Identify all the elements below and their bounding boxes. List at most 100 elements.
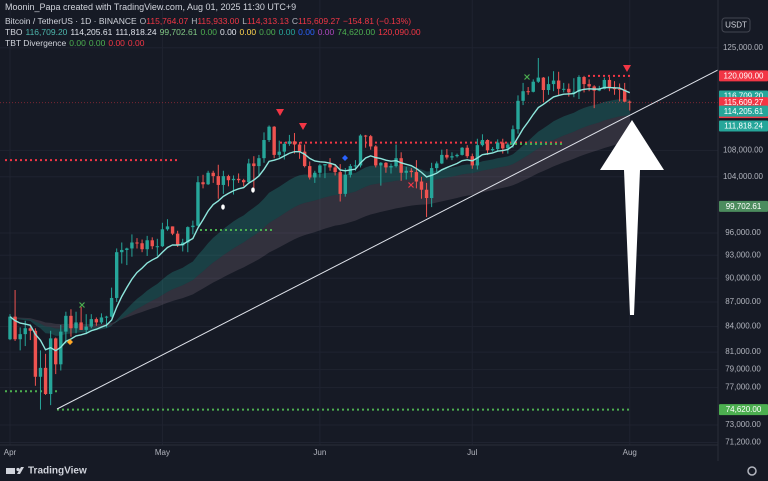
y-tick-label: 71,200.00 <box>725 438 761 447</box>
candle-body <box>572 91 576 93</box>
y-tick-label: 81,000.00 <box>725 347 761 356</box>
candle-body <box>292 141 297 145</box>
logo-tail <box>17 467 24 474</box>
candle-body <box>409 170 414 173</box>
candle-body <box>414 172 419 182</box>
x-tick-label: Aug <box>623 448 637 457</box>
plot-area <box>0 57 718 411</box>
candle-body <box>160 229 165 247</box>
brand: TradingView <box>6 466 87 477</box>
indicator-value: 0.00 <box>88 38 106 48</box>
candle-body <box>150 240 154 247</box>
price-tag-label: 115,609.27 <box>724 98 764 107</box>
candle-body <box>130 242 134 249</box>
candle-body <box>368 136 373 147</box>
candle-body <box>125 248 129 250</box>
indicator-legend: TBT Divergence 0.00 0.00 0.00 0.00 <box>5 38 147 49</box>
candle-body <box>333 167 337 173</box>
cross-signal <box>79 302 85 308</box>
candle-body <box>186 227 190 243</box>
ohlc-key: C <box>291 16 299 26</box>
candle-body <box>328 164 332 168</box>
gear[interactable] <box>747 466 757 476</box>
candle-body <box>424 189 429 199</box>
candle-body <box>556 80 561 89</box>
candle-body <box>241 180 246 183</box>
indicator-value: 116,709.20 <box>25 27 68 37</box>
price-tag <box>719 105 768 117</box>
candle-body <box>191 225 195 228</box>
candle-body <box>267 126 271 141</box>
candle-body <box>389 166 393 168</box>
settings-icon[interactable] <box>747 466 757 476</box>
y-tick-label: 93,000.00 <box>725 250 761 259</box>
candle-body <box>99 317 104 323</box>
candle-body <box>318 165 322 173</box>
price-tag <box>719 200 768 212</box>
candle-body <box>612 88 617 90</box>
candle-body <box>323 164 327 166</box>
ohlc-value: 114,313.13 <box>246 16 289 26</box>
y-tick-label: 104,000.00 <box>723 172 764 181</box>
y-tick-label: 73,000.00 <box>725 420 761 429</box>
candle-body <box>429 168 434 199</box>
candle-body <box>622 89 627 102</box>
arrow <box>600 120 664 315</box>
ohlc-value: 115,609.27 <box>298 16 340 26</box>
indicator-value: 114,205.61 <box>70 27 113 37</box>
candle-body <box>455 154 459 157</box>
candle-body <box>236 178 241 181</box>
ohlc-key: L <box>242 16 247 26</box>
diamond-signal <box>342 155 348 161</box>
candle-body <box>94 319 99 323</box>
cloud-inner <box>10 99 630 336</box>
candle-body <box>404 170 408 173</box>
candle-body <box>8 316 12 340</box>
indicator-value: 0.00 <box>278 27 296 37</box>
grid <box>0 0 718 445</box>
candle-body <box>536 77 541 82</box>
candle-body <box>170 226 175 234</box>
indicator-name: TBO <box>5 27 23 37</box>
ohlc-key: O <box>139 16 147 26</box>
candle-body <box>480 140 485 146</box>
candle-body <box>577 77 581 92</box>
candle-body <box>511 129 515 145</box>
x-tick-label: May <box>155 448 170 457</box>
ohlc-value: 115,933.00 <box>197 16 240 26</box>
symbol: Bitcoin / TetherUS · 1D · BINANCE <box>5 16 137 26</box>
axes: 125,000.00 108,000.00 104,000.00 96,000.00 9… <box>4 43 768 457</box>
candle-body <box>206 172 210 185</box>
candle-body <box>247 163 251 183</box>
indicator-value: 0.00 <box>69 38 86 48</box>
candle-body <box>302 151 307 167</box>
candle-body <box>374 146 378 166</box>
price-tag-label: 114,205.61 <box>724 107 764 116</box>
change: −154.81 (−0.13%) <box>342 16 412 26</box>
currency-box[interactable] <box>721 17 751 33</box>
candle-body <box>221 176 226 185</box>
candle-body <box>308 166 312 178</box>
price-tag-label: 99,702.61 <box>726 202 762 211</box>
indicator-value: 120,090.00 <box>378 27 421 37</box>
candle-body <box>379 162 383 166</box>
y-tick-label: 90,000.00 <box>725 273 761 282</box>
candle-body <box>582 77 586 85</box>
candle-body <box>175 233 180 246</box>
ohlc-key: H <box>191 16 198 26</box>
candle-body <box>43 367 48 395</box>
candle-body <box>490 149 495 151</box>
y-tick-label: 77,000.00 <box>725 383 761 392</box>
candle-body <box>394 158 398 167</box>
indicator-value: 111,818.24 <box>115 27 157 37</box>
candle-body <box>79 322 83 330</box>
candle-body <box>562 88 566 90</box>
indicator-legend: TBO 116,709.20 114,205.61 111,818.24 99,702.… <box>5 27 424 38</box>
candle-body <box>353 165 358 167</box>
candle-body <box>216 176 220 185</box>
candle-body <box>28 328 33 331</box>
price-tag <box>719 97 768 109</box>
candle-body <box>257 158 261 167</box>
candle-body <box>13 316 17 340</box>
